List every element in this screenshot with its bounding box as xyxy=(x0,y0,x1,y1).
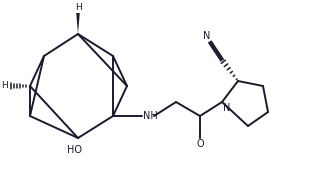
Text: O: O xyxy=(196,139,204,149)
Text: H: H xyxy=(74,3,81,12)
Text: N: N xyxy=(203,31,211,41)
Polygon shape xyxy=(76,13,80,34)
Text: NH: NH xyxy=(143,111,158,121)
Text: N: N xyxy=(223,103,230,113)
Text: H: H xyxy=(1,81,8,90)
Text: HO: HO xyxy=(68,145,82,155)
